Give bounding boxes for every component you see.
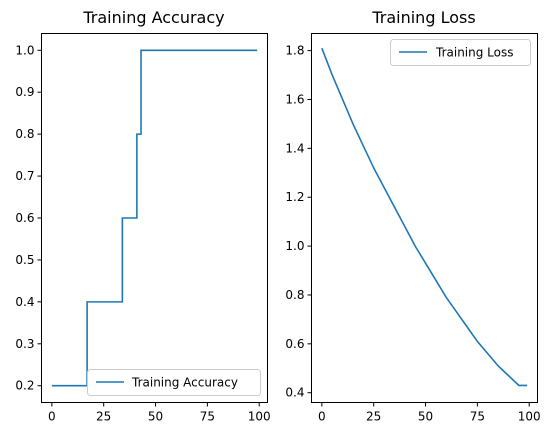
loss-xtick-label: 75 — [470, 410, 485, 424]
loss-title: Training Loss — [371, 8, 475, 27]
accuracy-axes-frame — [41, 33, 268, 403]
loss-xtick-label: 50 — [418, 410, 433, 424]
accuracy-legend-box — [87, 369, 261, 396]
accuracy-ytick-label: 0.2 — [15, 379, 34, 393]
accuracy-ytick-label: 0.7 — [15, 169, 34, 183]
loss-ytick-label: 1.4 — [285, 141, 304, 155]
accuracy-legend: Training Accuracy — [87, 369, 261, 396]
loss-ytick-label: 1.0 — [285, 239, 304, 253]
accuracy-ytick-label: 0.4 — [15, 295, 34, 309]
loss-ytick-label: 1.6 — [285, 92, 304, 106]
accuracy-legend-label: Training Accuracy — [131, 376, 238, 390]
accuracy-xtick-label: 50 — [148, 410, 163, 424]
loss-ytick-label: 0.6 — [285, 337, 304, 351]
loss-ticks: 0 25 50 75 100 0.4 0.6 0.8 1.0 1.2 1.4 1.6 1.8 — [285, 44, 540, 424]
accuracy-ytick-label: 0.9 — [15, 85, 34, 99]
accuracy-title: Training Accuracy — [82, 8, 224, 27]
loss-legend-box — [390, 39, 531, 66]
loss-panel: Training Loss 0 25 50 75 100 0.4 0.6 0.8 1.0 1.2 1… — [285, 8, 540, 424]
accuracy-xtick-label: 75 — [200, 410, 215, 424]
loss-ytick-label: 0.4 — [285, 386, 304, 400]
accuracy-ytick-label: 0.3 — [15, 337, 34, 351]
accuracy-xtick-label: 100 — [248, 410, 271, 424]
loss-legend-label: Training Loss — [435, 46, 513, 60]
loss-xtick-label: 25 — [366, 410, 381, 424]
accuracy-xtick-label: 25 — [96, 410, 111, 424]
accuracy-ytick-label: 0.5 — [15, 253, 34, 267]
loss-xtick-label: 0 — [318, 410, 326, 424]
loss-xtick-label: 100 — [518, 410, 541, 424]
accuracy-xtick-label: 0 — [48, 410, 56, 424]
accuracy-ytick-label: 0.6 — [15, 211, 34, 225]
loss-series-line — [321, 47, 528, 387]
loss-ytick-label: 0.8 — [285, 288, 304, 302]
loss-ytick-label: 1.8 — [285, 44, 304, 58]
loss-ytick-label: 1.2 — [285, 190, 304, 204]
loss-axes-frame — [311, 33, 538, 403]
loss-legend: Training Loss — [390, 39, 531, 66]
loss-lines — [321, 47, 528, 387]
accuracy-ytick-label: 0.8 — [15, 127, 34, 141]
accuracy-ytick-label: 1.0 — [15, 43, 34, 57]
accuracy-ticks: 0 25 50 75 100 0.2 0.3 0.4 0.5 0.6 0.7 0.8 0.9 1.0 — [15, 43, 270, 423]
accuracy-panel: Training Accuracy 0 25 50 75 100 0.2 0.3 0.4 0.5… — [15, 8, 270, 424]
